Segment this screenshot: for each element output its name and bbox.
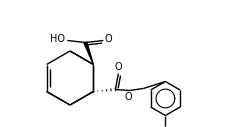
Text: O: O (104, 35, 112, 44)
Text: O: O (115, 61, 122, 72)
Text: O: O (125, 91, 132, 101)
Polygon shape (84, 42, 93, 65)
Text: HO: HO (50, 35, 65, 44)
